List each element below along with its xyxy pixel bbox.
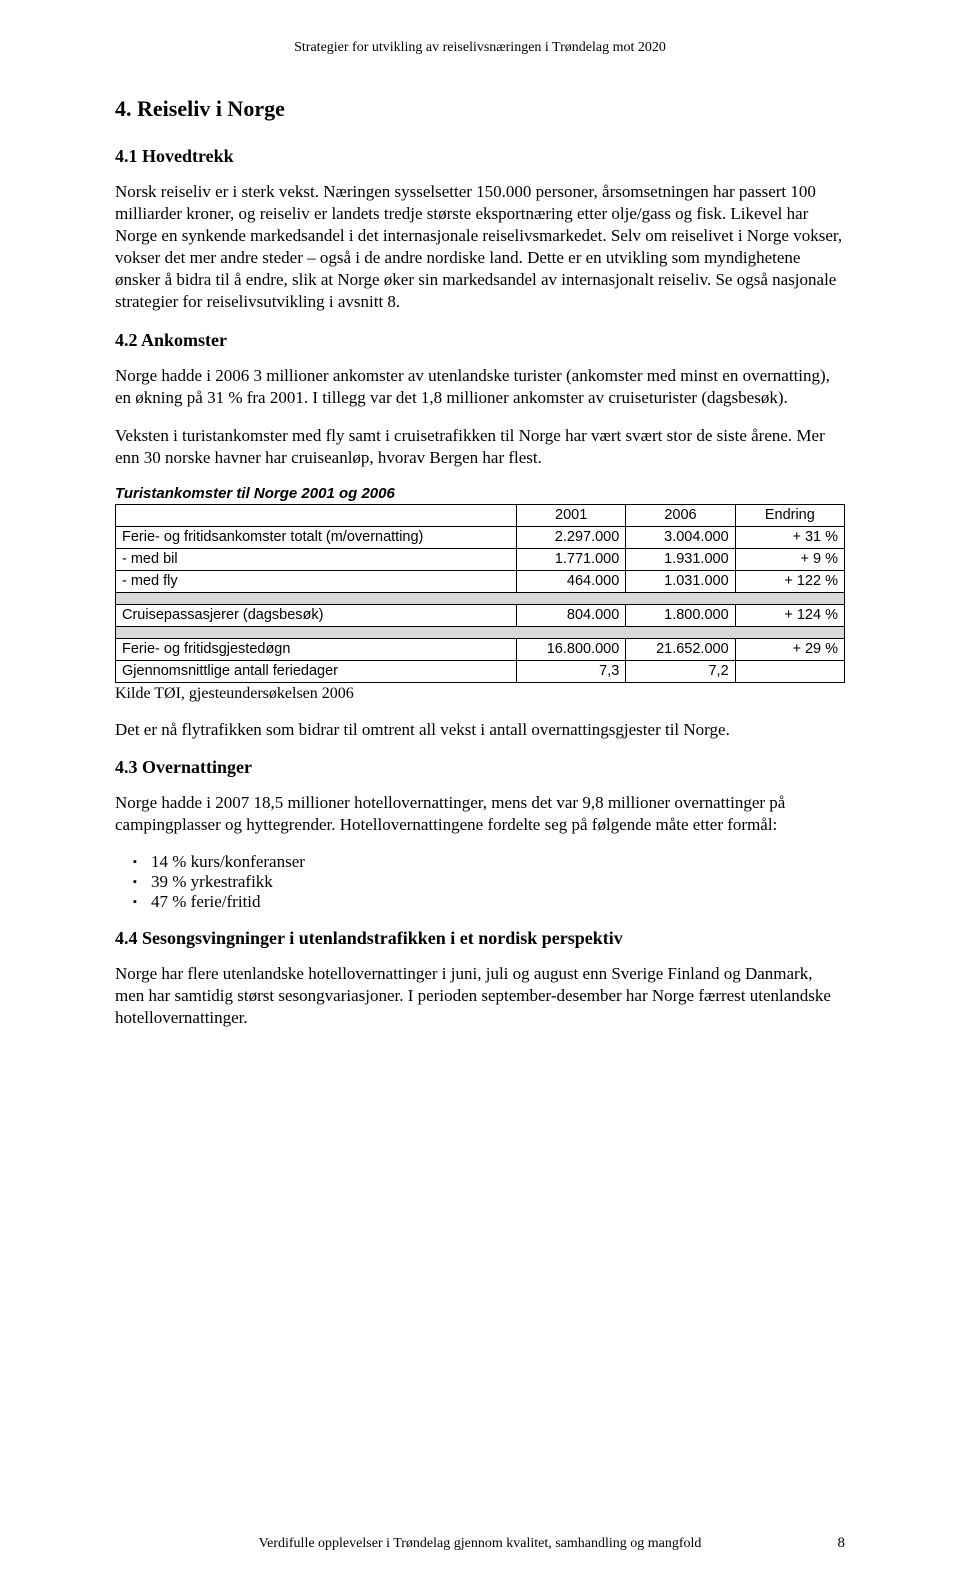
table-row: - med bil 1.771.000 1.931.000 + 9 % [116,548,845,570]
section-4-title: 4. Reiseliv i Norge [115,96,845,122]
table-row: Ferie- og fritidsankomster totalt (m/ove… [116,526,845,548]
table-spacer [116,626,845,638]
section-4-2-p1: Norge hadde i 2006 3 millioner ankomster… [115,365,845,409]
section-4-3-p1: Norge hadde i 2007 18,5 millioner hotell… [115,792,845,836]
table-source: Kilde TØI, gjesteundersøkelsen 2006 [115,685,845,703]
table-row: Gjennomsnittlige antall feriedager 7,3 7… [116,660,845,682]
section-4-2-title: 4.2 Ankomster [115,330,845,351]
col-2006: 2006 [626,504,735,526]
list-item: 14 % kurs/konferanser [133,852,845,872]
running-footer: Verdifulle opplevelser i Trøndelag gjenn… [115,1536,845,1552]
page-number: 8 [838,1535,846,1552]
list-item: 47 % ferie/fritid [133,892,845,912]
table-row: - med fly 464.000 1.031.000 + 122 % [116,570,845,592]
section-4-4-p1: Norge har flere utenlandske hotelloverna… [115,963,845,1029]
section-4-2-p3: Det er nå flytrafikken som bidrar til om… [115,719,845,741]
table-spacer [116,592,845,604]
list-item: 39 % yrkestrafikk [133,872,845,892]
table-title: Turistankomster til Norge 2001 og 2006 [115,485,845,502]
purpose-list: 14 % kurs/konferanser 39 % yrkestrafikk … [133,852,845,912]
table-row: Ferie- og fritidsgjestedøgn 16.800.000 2… [116,638,845,660]
section-4-4-title: 4.4 Sesongsvingninger i utenlandstrafikk… [115,928,845,949]
section-4-1-body: Norsk reiseliv er i sterk vekst. Næringe… [115,181,845,314]
section-4-3-title: 4.3 Overnattinger [115,757,845,778]
arrivals-table: 2001 2006 Endring Ferie- og fritidsankom… [115,504,845,683]
running-header: Strategier for utvikling av reiselivsnær… [115,40,845,56]
col-change: Endring [735,504,844,526]
table-row: Cruisepassasjerer (dagsbesøk) 804.000 1.… [116,604,845,626]
section-4-2-p2: Veksten i turistankomster med fly samt i… [115,425,845,469]
section-4-1-title: 4.1 Hovedtrekk [115,146,845,167]
table-header-row: 2001 2006 Endring [116,504,845,526]
col-2001: 2001 [516,504,625,526]
